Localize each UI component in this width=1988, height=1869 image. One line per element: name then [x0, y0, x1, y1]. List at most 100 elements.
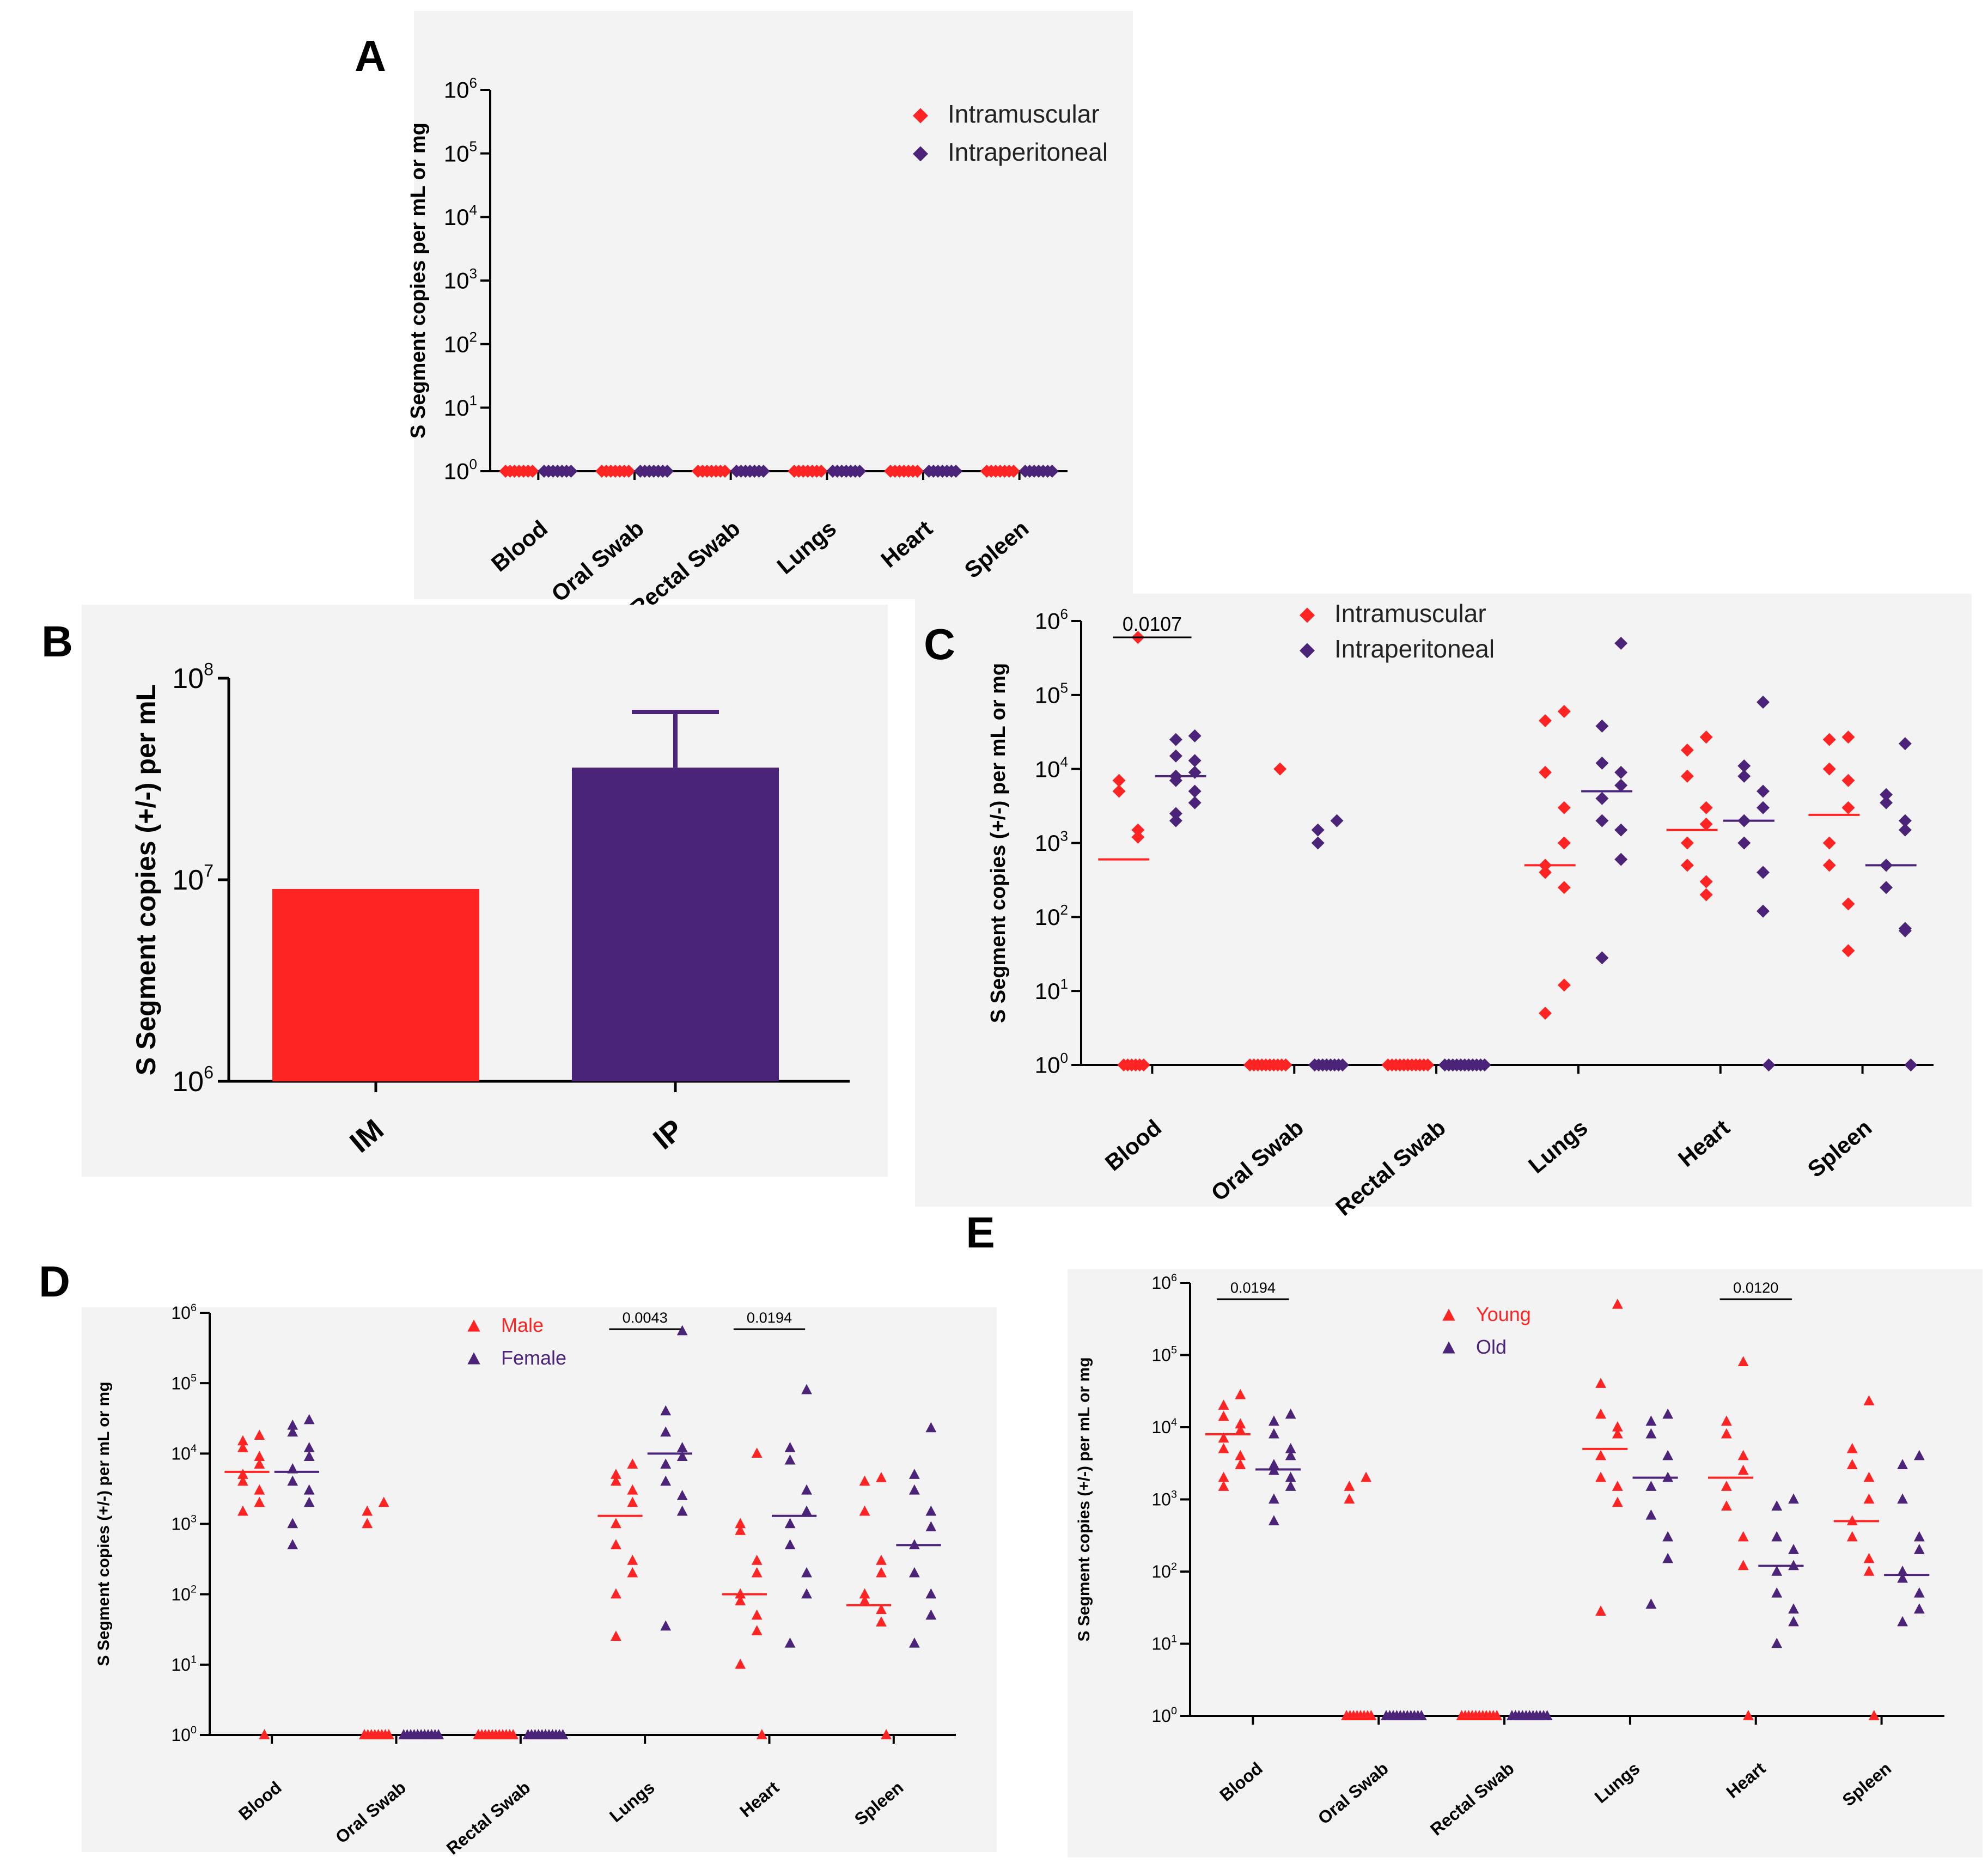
- data-point: [1757, 801, 1770, 814]
- data-point: [908, 1484, 920, 1495]
- panel-letter: B: [41, 617, 73, 666]
- data-point: [1822, 762, 1836, 776]
- data-point: [859, 1588, 870, 1599]
- data-point: [1421, 1058, 1435, 1072]
- data-point: [661, 465, 674, 478]
- data-point: [1645, 1415, 1657, 1426]
- data-point: [660, 1405, 672, 1416]
- data-point: [784, 1637, 796, 1648]
- data-point: [881, 1729, 892, 1739]
- data-point: [1897, 1572, 1908, 1583]
- data-point: [925, 1422, 937, 1433]
- data-point: [1539, 866, 1552, 879]
- data-point: [1737, 769, 1751, 783]
- data-point: [254, 1496, 265, 1507]
- data-point: [610, 1475, 621, 1486]
- data-point: [876, 1604, 887, 1615]
- data-point: [1169, 807, 1182, 820]
- data-point: [627, 1496, 638, 1507]
- data-point: [1285, 1442, 1296, 1453]
- legend-label: Male: [501, 1314, 544, 1336]
- data-point: [1416, 1710, 1427, 1720]
- data-point: [1491, 1710, 1503, 1720]
- data-point: [259, 1729, 270, 1739]
- legend-marker: [913, 146, 928, 162]
- data-point: [1612, 1481, 1623, 1491]
- data-point: [1721, 1428, 1732, 1439]
- data-point: [362, 1518, 373, 1529]
- data-point: [1913, 1544, 1925, 1554]
- panel-background: [82, 1307, 997, 1852]
- data-point: [1595, 792, 1609, 805]
- data-point: [237, 1442, 248, 1452]
- data-point: [1614, 853, 1628, 866]
- data-point: [1188, 754, 1202, 768]
- data-point: [1645, 1481, 1657, 1491]
- y-tick-label: 103: [1151, 1488, 1177, 1509]
- data-point: [1788, 1544, 1799, 1554]
- data-point: [1863, 1471, 1875, 1482]
- data-point: [784, 1454, 796, 1465]
- data-point: [676, 1442, 688, 1452]
- data-point: [1007, 465, 1021, 478]
- data-point: [876, 1555, 887, 1565]
- y-tick-label: 102: [1151, 1561, 1177, 1581]
- y-tick-label: 103: [444, 265, 477, 294]
- data-point: [949, 465, 963, 478]
- data-point: [735, 1658, 746, 1669]
- legend-marker: [1442, 1341, 1455, 1354]
- data-point: [735, 1525, 746, 1535]
- data-point: [1863, 1553, 1875, 1563]
- data-point: [237, 1505, 248, 1516]
- data-point: [237, 1469, 248, 1479]
- panel-A: A 100 101 102 103 104 105 106 S Segment copies p…: [355, 11, 1133, 622]
- significance-label: 0.0107: [1123, 613, 1182, 635]
- data-point: [1557, 978, 1571, 992]
- y-tick-label: 106: [171, 1302, 197, 1323]
- data-point: [303, 1496, 315, 1507]
- y-tick-label: 104: [1151, 1416, 1177, 1437]
- data-point: [1913, 1603, 1925, 1614]
- panel-letter: E: [966, 1208, 995, 1257]
- data-point: [1268, 1493, 1279, 1504]
- data-point: [1169, 733, 1182, 746]
- data-point: [1757, 695, 1770, 709]
- data-point: [751, 1609, 763, 1620]
- data-point: [1268, 1415, 1279, 1426]
- data-point: [660, 1458, 672, 1469]
- y-tick-label: 102: [171, 1583, 197, 1604]
- data-point: [1897, 1566, 1908, 1576]
- data-point: [1344, 1493, 1355, 1504]
- data-point: [1913, 1531, 1925, 1542]
- data-point: [1699, 875, 1713, 888]
- y-tick-label: 102: [444, 328, 477, 357]
- data-point: [610, 1539, 621, 1550]
- data-point: [254, 1458, 265, 1469]
- data-point: [1218, 1481, 1229, 1491]
- data-point: [1612, 1496, 1623, 1507]
- data-point: [1268, 1459, 1279, 1469]
- panel-background: [414, 11, 1133, 599]
- data-point: [1311, 823, 1325, 837]
- data-point: [1788, 1616, 1799, 1627]
- data-point: [1699, 817, 1713, 831]
- data-point: [1112, 774, 1126, 787]
- data-point: [1822, 733, 1836, 746]
- data-point: [287, 1426, 298, 1437]
- data-point: [1235, 1424, 1246, 1435]
- bar-im: [272, 888, 479, 1081]
- data-point: [287, 1518, 298, 1529]
- data-point: [1131, 823, 1145, 837]
- data-point: [1169, 749, 1182, 763]
- data-point: [1771, 1566, 1783, 1576]
- data-point: [908, 1567, 920, 1578]
- data-point: [1757, 866, 1770, 879]
- significance-label: 0.0120: [1733, 1279, 1778, 1296]
- data-point: [1771, 1637, 1783, 1648]
- data-point: [1285, 1408, 1296, 1419]
- data-point: [1880, 788, 1893, 801]
- y-tick-label: 106: [444, 75, 477, 103]
- data-point: [1188, 729, 1202, 742]
- data-point: [751, 1625, 763, 1635]
